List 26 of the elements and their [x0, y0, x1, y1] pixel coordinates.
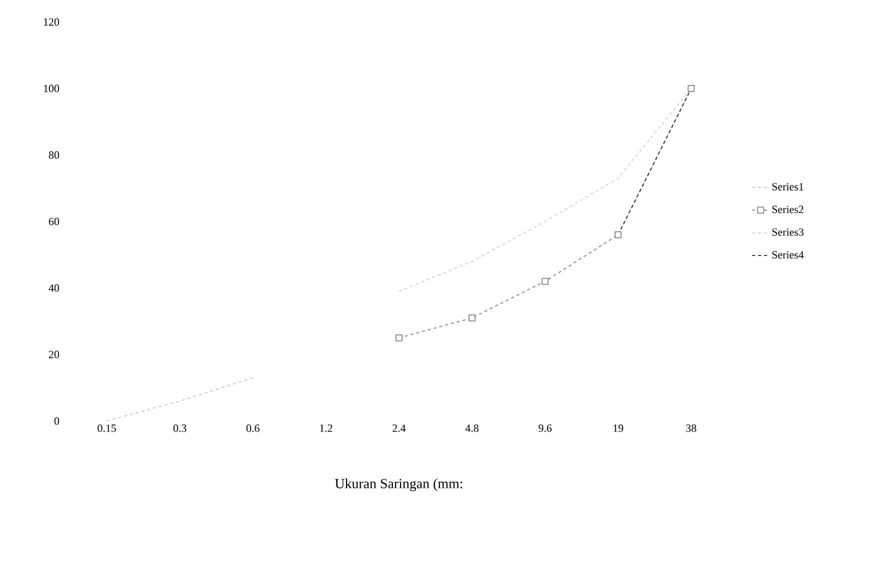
y-tick-label: 0	[54, 417, 60, 425]
x-tick-label: 9.6	[538, 424, 552, 432]
point	[542, 278, 549, 285]
legend-label: Series3	[772, 228, 804, 236]
x-tick-label: 19	[614, 424, 624, 432]
x-tick-label: 0.3	[173, 424, 186, 432]
x-axis-title: Ukuran Saringan (mm:	[335, 478, 462, 492]
point	[468, 314, 476, 322]
y-tick-label: 80	[48, 151, 60, 159]
legend-label: Series1	[772, 183, 804, 190]
x-tick-label: 38	[686, 424, 696, 432]
x-tick-label: 2.4	[392, 424, 406, 432]
point	[688, 85, 695, 92]
y-tick-label: 120	[44, 18, 60, 26]
y-tick-label: 100	[44, 84, 60, 92]
x-tick-label: 4.8	[465, 424, 478, 432]
x-tick-label: 0.6	[246, 424, 260, 432]
y-tick-label: 20	[49, 350, 60, 358]
y-tick-label: 40	[48, 284, 60, 292]
legend-label: Series2	[772, 206, 804, 214]
x-tick-label: 0.15	[98, 424, 116, 432]
x-tick-label: 1.2	[320, 424, 332, 432]
y-tick-label: 60	[48, 218, 60, 226]
legend-label: Series4	[772, 251, 804, 259]
point	[396, 334, 402, 342]
point	[614, 231, 622, 238]
